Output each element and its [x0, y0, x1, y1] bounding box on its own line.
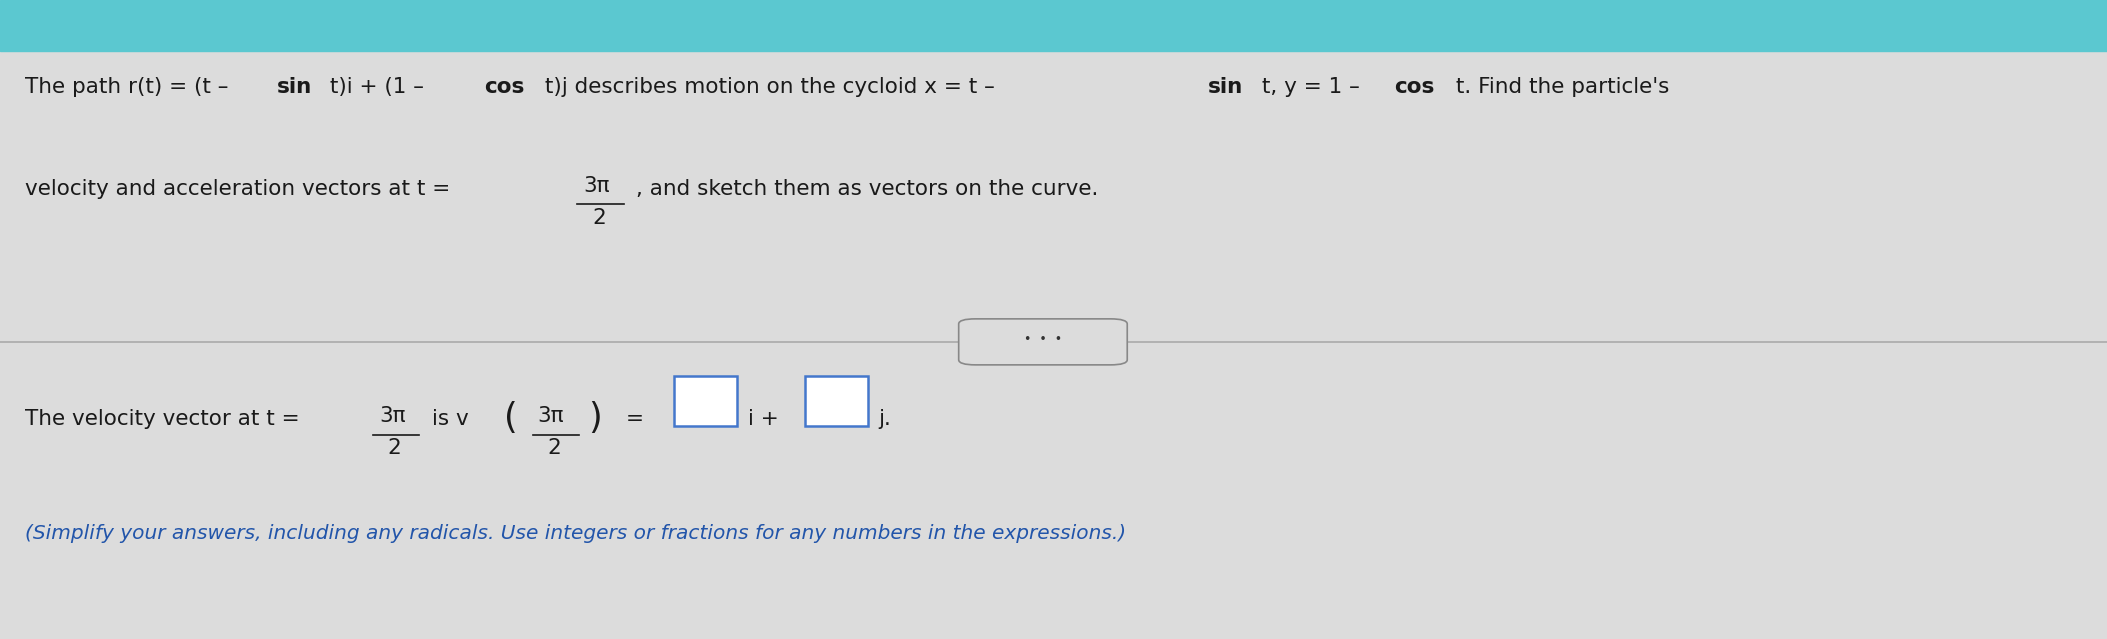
Text: t)j describes motion on the cycloid x = t –: t)j describes motion on the cycloid x = …: [539, 77, 1003, 96]
Text: 2: 2: [388, 438, 402, 458]
Text: =: =: [626, 409, 645, 429]
Text: sin: sin: [1209, 77, 1243, 96]
FancyBboxPatch shape: [805, 376, 868, 426]
Text: is v: is v: [432, 409, 468, 429]
Text: , and sketch them as vectors on the curve.: , and sketch them as vectors on the curv…: [636, 179, 1098, 199]
Text: (: (: [504, 401, 518, 435]
Text: t. Find the particle's: t. Find the particle's: [1450, 77, 1669, 96]
FancyBboxPatch shape: [959, 319, 1127, 365]
Text: t)i + (1 –: t)i + (1 –: [324, 77, 432, 96]
Bar: [0, 0, 2107, 51]
Text: The velocity vector at t =: The velocity vector at t =: [25, 409, 299, 429]
Text: j.: j.: [879, 409, 891, 429]
Text: cos: cos: [485, 77, 525, 96]
Text: i +: i +: [748, 409, 780, 429]
Text: velocity and acceleration vectors at t =: velocity and acceleration vectors at t =: [25, 179, 451, 199]
Text: sin: sin: [278, 77, 312, 96]
Text: ): ): [588, 401, 603, 435]
FancyBboxPatch shape: [674, 376, 737, 426]
Text: 3π: 3π: [379, 406, 407, 426]
Text: 2: 2: [548, 438, 563, 458]
Text: (Simplify your answers, including any radicals. Use integers or fractions for an: (Simplify your answers, including any ra…: [25, 524, 1127, 543]
Text: cos: cos: [1395, 77, 1435, 96]
Text: The path r(t) = (t –: The path r(t) = (t –: [25, 77, 236, 96]
Text: 3π: 3π: [584, 176, 611, 196]
Text: 3π: 3π: [537, 406, 565, 426]
Text: 2: 2: [592, 208, 607, 227]
Text: •  •  •: • • •: [1024, 333, 1062, 346]
Text: t, y = 1 –: t, y = 1 –: [1256, 77, 1365, 96]
